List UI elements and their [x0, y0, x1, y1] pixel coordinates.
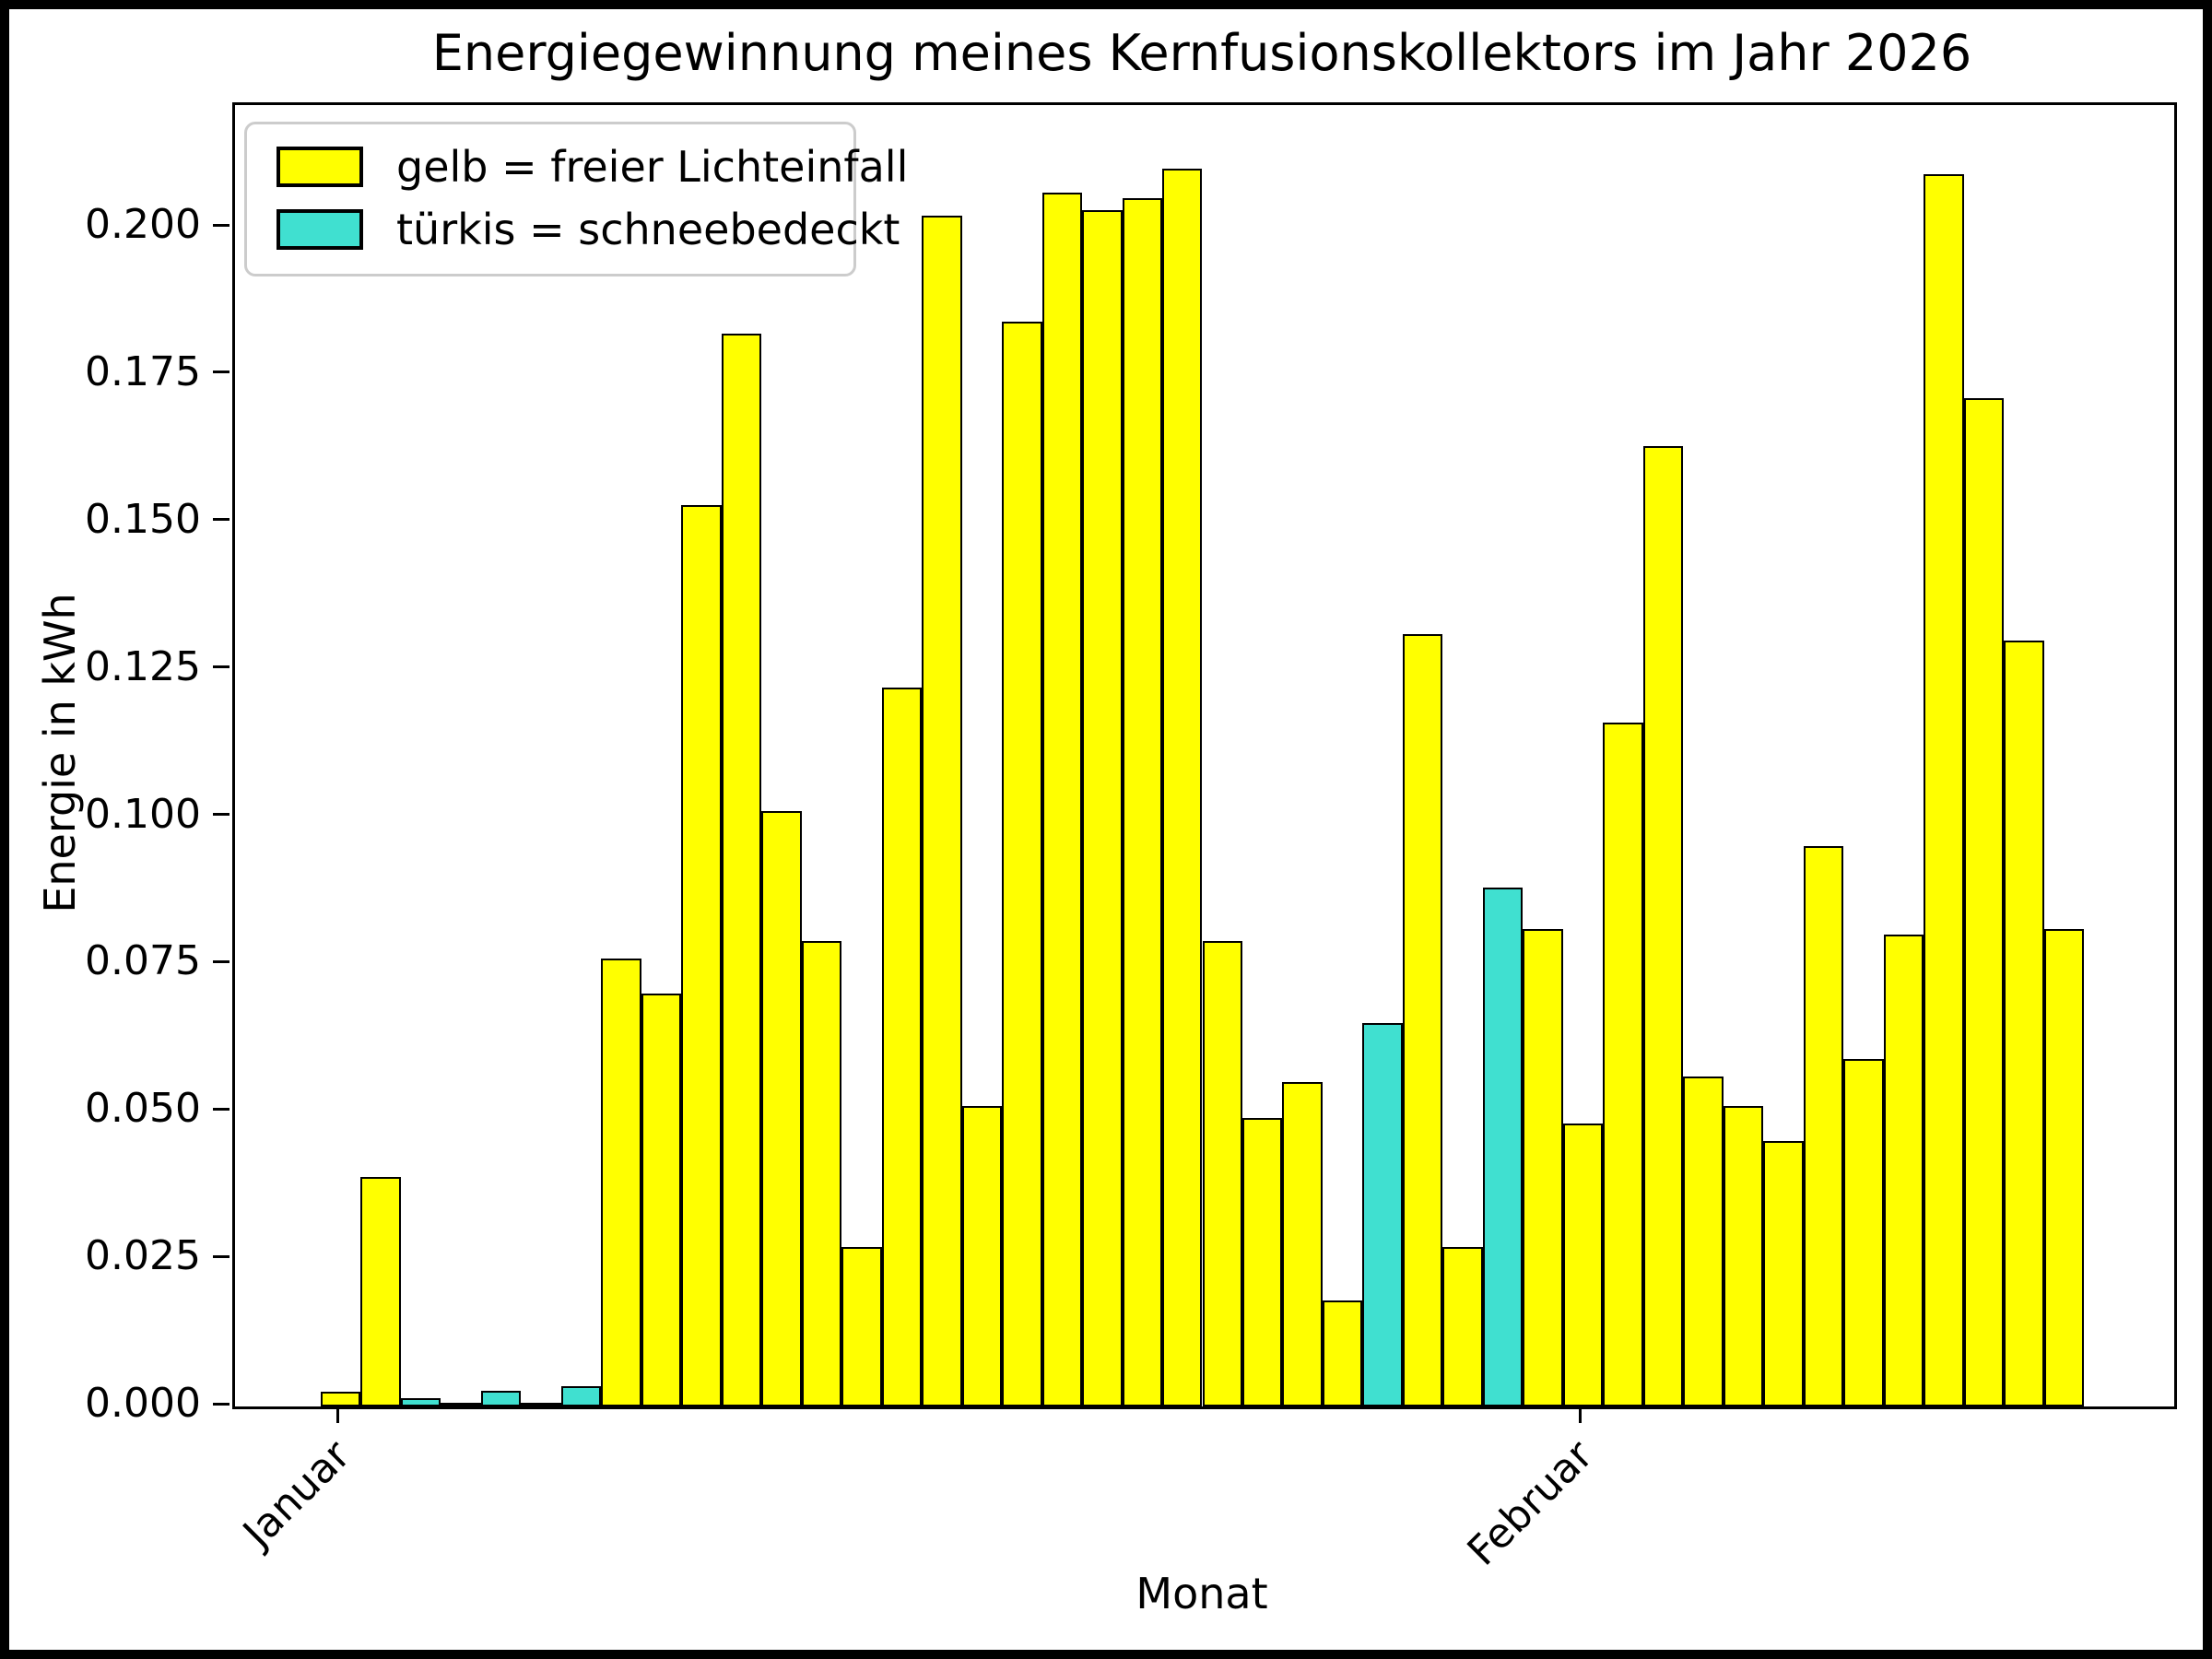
legend-label: türkis = schneebedeckt: [396, 205, 900, 254]
y-tick-label: 0.025: [85, 1232, 201, 1280]
bar-free-light: [1723, 1106, 1764, 1406]
bar-free-light: [1803, 846, 1844, 1406]
x-tick-mark: [336, 1406, 340, 1423]
bar-free-light: [360, 1177, 401, 1406]
bar-free-light: [761, 811, 802, 1406]
y-tick-mark: [213, 1254, 229, 1258]
bar-snow-covered: [400, 1398, 441, 1406]
y-tick-label: 0.200: [85, 201, 201, 248]
bar-free-light: [1843, 1059, 1884, 1406]
legend-label: gelb = freier Lichteinfall: [396, 142, 909, 192]
bar-snow-covered: [1482, 888, 1524, 1406]
bar-free-light: [601, 959, 641, 1406]
bar-free-light: [1603, 723, 1643, 1406]
bar-snow-covered: [441, 1403, 481, 1406]
y-tick-mark: [213, 1402, 229, 1406]
bar-free-light: [1523, 929, 1563, 1406]
y-tick-label: 0.000: [85, 1380, 201, 1427]
bar-free-light: [2004, 641, 2044, 1406]
bar-free-light: [881, 688, 923, 1406]
y-tick-label: 0.075: [85, 937, 201, 985]
bar-free-light: [801, 941, 842, 1406]
bar-free-light: [841, 1247, 882, 1406]
y-tick-label: 0.050: [85, 1085, 201, 1133]
bar-free-light: [1282, 1082, 1323, 1406]
y-tick-mark: [213, 1107, 229, 1111]
bar-free-light: [961, 1106, 1003, 1406]
y-tick-mark: [213, 813, 229, 816]
bar-free-light: [1322, 1300, 1363, 1406]
legend-swatch-snow_covered: [276, 209, 363, 250]
chart-title: Energiegewinnung meines Kernfusionskolle…: [431, 24, 1972, 82]
y-tick-mark: [213, 518, 229, 522]
bar-snow-covered: [521, 1403, 561, 1406]
bar-free-light: [1002, 322, 1042, 1406]
bar-free-light: [1963, 398, 2005, 1406]
legend: gelb = freier Lichteinfall türkis = schne…: [244, 122, 908, 276]
bar-free-light: [1442, 1247, 1483, 1406]
bar-free-light: [922, 216, 962, 1406]
bar-free-light: [1562, 1124, 1604, 1406]
bar-free-light: [1683, 1077, 1724, 1406]
bar-free-light: [641, 994, 682, 1406]
bar-snow-covered: [480, 1391, 522, 1406]
bar-free-light: [1202, 941, 1242, 1406]
bar-free-light: [1924, 174, 1964, 1406]
bar-snow-covered: [1362, 1023, 1403, 1406]
y-tick-mark: [213, 223, 229, 227]
bar-free-light: [1122, 198, 1162, 1406]
bar-free-light: [1082, 210, 1123, 1406]
bar-free-light: [321, 1392, 361, 1406]
x-axis-title: Monat: [1135, 1569, 1268, 1618]
y-tick-mark: [213, 371, 229, 374]
legend-swatch-free_light: [276, 147, 363, 187]
bar-free-light: [1883, 935, 1924, 1406]
bar-free-light: [1241, 1118, 1283, 1406]
x-tick-mark: [1579, 1406, 1583, 1423]
y-tick-label: 0.125: [85, 642, 201, 690]
bar-free-light: [1162, 169, 1203, 1406]
bar-free-light: [1402, 634, 1443, 1406]
bar-free-light: [1041, 193, 1083, 1406]
bar-free-light: [1642, 446, 1684, 1406]
y-tick-label: 0.100: [85, 790, 201, 838]
legend-entry: gelb = freier Lichteinfall: [247, 135, 908, 198]
legend-entry: türkis = schneebedeckt: [247, 198, 900, 261]
bar-snow-covered: [560, 1386, 602, 1406]
bar-free-light: [1763, 1141, 1804, 1406]
y-tick-label: 0.150: [85, 495, 201, 543]
bar-free-light: [721, 334, 762, 1406]
y-tick-label: 0.175: [85, 347, 201, 395]
y-tick-mark: [213, 959, 229, 963]
bar-free-light: [681, 505, 722, 1406]
plot-area: [232, 102, 2177, 1409]
y-tick-mark: [213, 665, 229, 669]
bar-free-light: [2043, 929, 2084, 1406]
